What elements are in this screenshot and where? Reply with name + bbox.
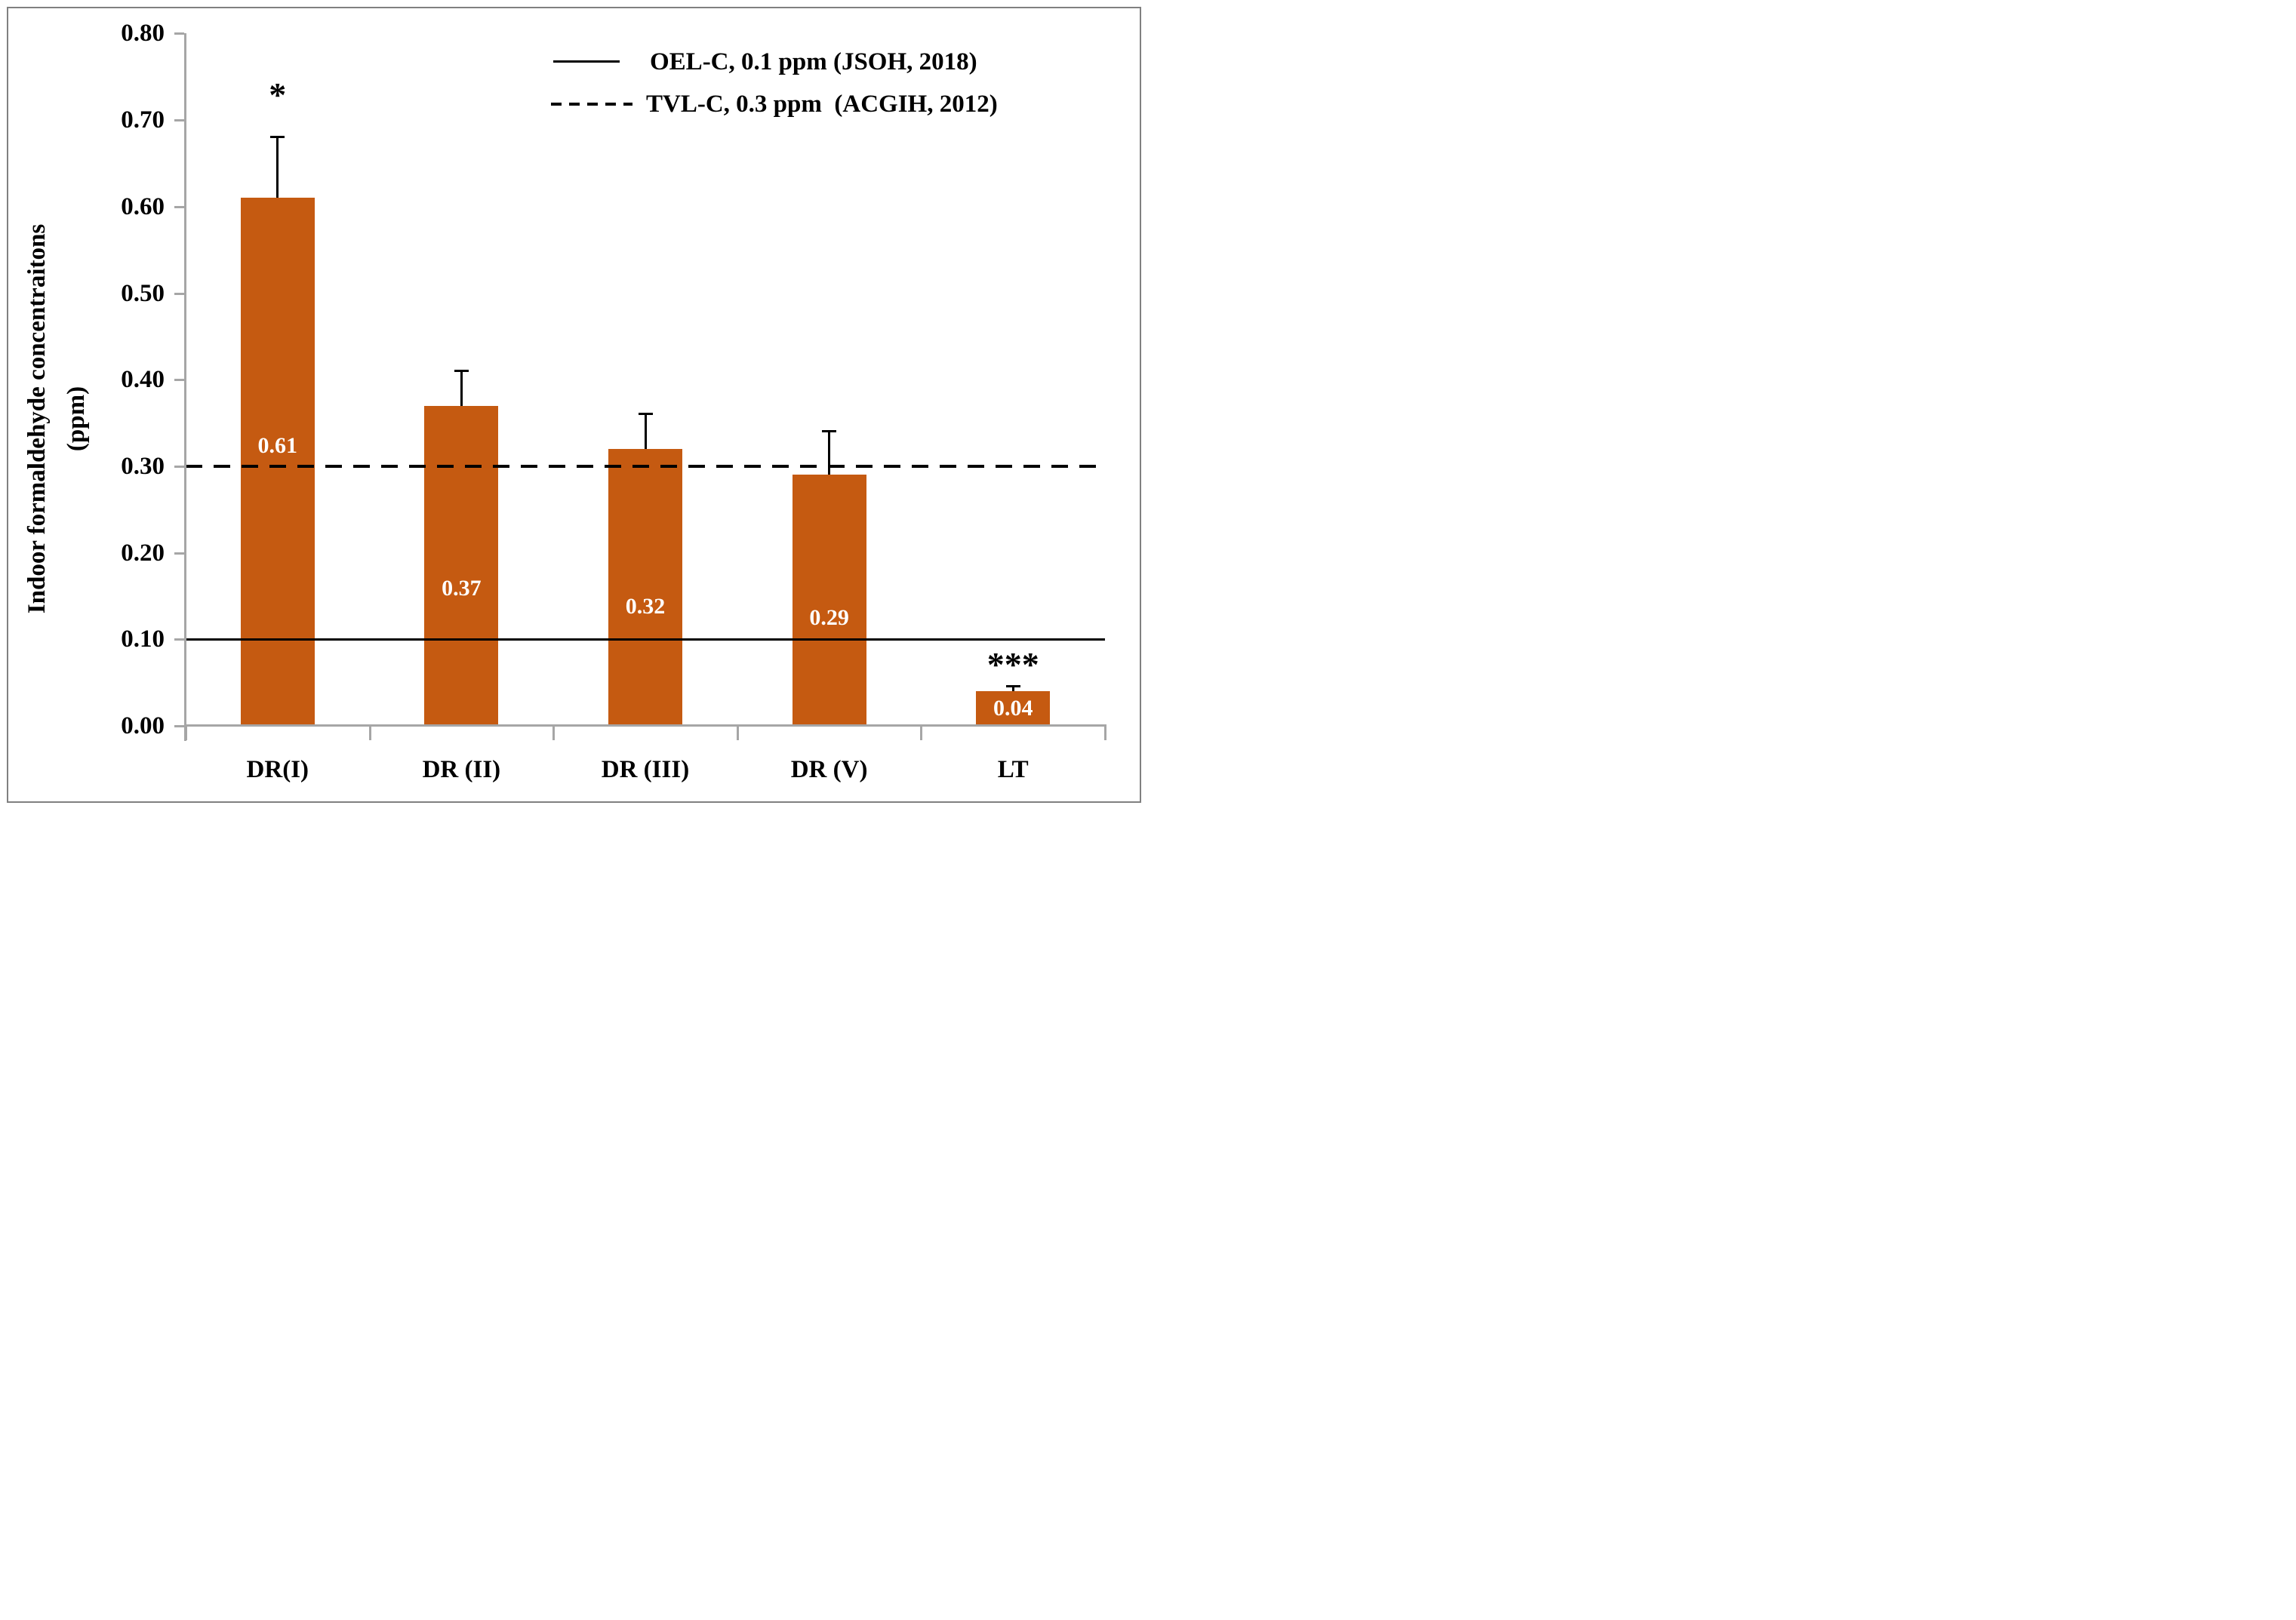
bar-value-label: 0.04 — [993, 696, 1033, 721]
x-category-label-dr-v: DR (V) — [790, 756, 868, 783]
legend-solid-line-sample — [553, 60, 620, 63]
y-axis-tick — [174, 119, 184, 122]
reference-line-solid — [186, 638, 1105, 641]
bar-value-label: 0.61 — [257, 433, 298, 459]
error-bar-cap — [1005, 685, 1020, 688]
x-axis-line — [186, 724, 1106, 727]
y-tick-label: 0.40 — [121, 366, 165, 394]
y-tick-label: 0.50 — [121, 279, 165, 307]
y-axis-tick — [174, 725, 184, 727]
bar-lt — [976, 691, 1051, 727]
error-bar-cap — [638, 413, 653, 416]
error-bar-stem — [276, 137, 279, 198]
y-axis-tick — [174, 292, 184, 295]
figure-border — [7, 7, 1141, 803]
bar-dr-ii — [424, 405, 499, 727]
x-category-label-dr-i: DR(I) — [246, 756, 309, 783]
error-bar-cap — [822, 430, 837, 433]
error-bar-stem — [1011, 687, 1014, 692]
formaldehyde-bar-chart: Indoor formaldehyde concentraitons (ppm)… — [0, 0, 1148, 810]
significance-marker: * — [269, 75, 287, 114]
x-axis-tick — [368, 724, 371, 740]
legend-label-oel-c: OEL-C, 0.1 ppm (JSOH, 2018) — [650, 48, 977, 75]
y-axis-title-line1: Indoor formaldehyde concentraitons — [23, 223, 51, 614]
y-axis-tick — [174, 552, 184, 555]
x-axis-tick — [920, 724, 923, 740]
x-category-label-dr-ii: DR (II) — [422, 756, 501, 783]
legend-dashed-line-sample — [551, 103, 632, 106]
y-axis-tick — [174, 465, 184, 468]
x-axis-tick — [552, 724, 556, 740]
y-tick-label: 0.30 — [121, 452, 165, 480]
y-axis-tick — [174, 638, 184, 641]
error-bar-cap — [270, 136, 285, 139]
y-axis-tick — [174, 379, 184, 382]
y-tick-label: 0.70 — [121, 106, 165, 134]
significance-marker: *** — [986, 645, 1039, 684]
y-tick-label: 0.20 — [121, 539, 165, 567]
bar-dr-i — [240, 198, 315, 727]
y-axis-tick — [174, 205, 184, 208]
x-category-label-lt: LT — [997, 756, 1029, 783]
legend-label-tvl-c: TVL-C, 0.3 ppm (ACGIH, 2012) — [646, 91, 998, 118]
error-bar-stem — [644, 414, 647, 449]
y-tick-label: 0.00 — [121, 712, 165, 739]
bar-value-label: 0.37 — [442, 575, 482, 601]
y-tick-label: 0.80 — [121, 20, 165, 48]
x-axis-tick — [1104, 724, 1106, 740]
y-axis-tick — [174, 32, 184, 35]
error-bar-cap — [454, 369, 469, 372]
x-axis-tick — [185, 724, 187, 740]
x-axis-tick — [736, 724, 739, 740]
error-bar-stem — [460, 370, 463, 406]
error-bar-stem — [828, 432, 831, 475]
bar-value-label: 0.32 — [625, 594, 666, 619]
bar-dr-iii — [608, 448, 682, 727]
y-tick-label: 0.10 — [121, 626, 165, 653]
bar-value-label: 0.29 — [809, 604, 849, 630]
x-category-label-dr-iii: DR (III) — [601, 756, 690, 783]
y-axis-line — [184, 33, 186, 741]
bar-dr-v — [792, 475, 866, 727]
reference-line-dashed — [186, 464, 1105, 468]
y-tick-label: 0.60 — [121, 192, 165, 220]
